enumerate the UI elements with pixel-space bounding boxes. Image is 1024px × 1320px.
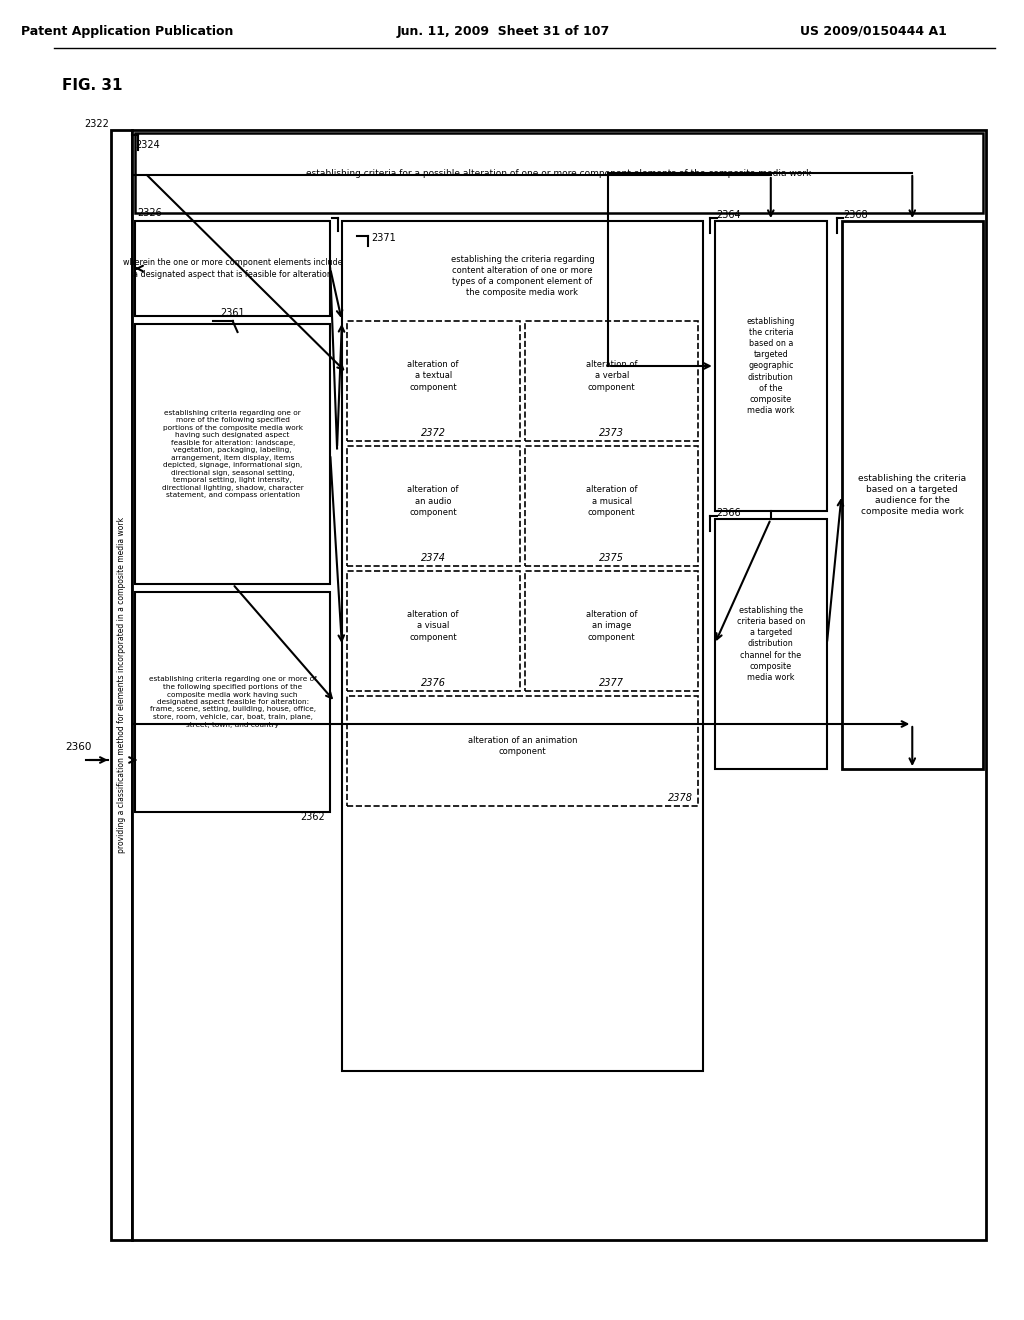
Text: 2378: 2378 xyxy=(669,793,693,803)
Text: 2374: 2374 xyxy=(421,553,445,564)
Text: US 2009/0150444 A1: US 2009/0150444 A1 xyxy=(801,25,947,38)
Text: 2324: 2324 xyxy=(135,140,160,150)
Bar xyxy=(132,129,986,1239)
Bar xyxy=(135,133,983,213)
Bar xyxy=(525,321,698,441)
Text: establishing criteria for a possible alteration of one or more component element: establishing criteria for a possible alt… xyxy=(306,169,812,177)
Text: alteration of
an audio
component: alteration of an audio component xyxy=(408,486,459,516)
Bar xyxy=(715,519,827,770)
Text: Jun. 11, 2009  Sheet 31 of 107: Jun. 11, 2009 Sheet 31 of 107 xyxy=(396,25,609,38)
Text: alteration of an animation
component: alteration of an animation component xyxy=(468,737,578,756)
Text: 2322: 2322 xyxy=(84,119,109,129)
Text: 2372: 2372 xyxy=(421,428,445,438)
Bar xyxy=(347,321,519,441)
Text: alteration of
a musical
component: alteration of a musical component xyxy=(586,486,638,516)
Text: 2360: 2360 xyxy=(66,742,92,752)
Text: providing a classification method for elements incorporated in a composite media: providing a classification method for el… xyxy=(117,517,126,853)
Text: establishing criteria regarding one or more of
the following specified portions : establishing criteria regarding one or m… xyxy=(148,676,316,727)
Text: establishing
the criteria
based on a
targeted
geographic
distribution
of the
com: establishing the criteria based on a tar… xyxy=(746,317,795,414)
Text: 2326: 2326 xyxy=(137,209,162,218)
Text: 2364: 2364 xyxy=(717,210,741,220)
Text: alteration of
a verbal
component: alteration of a verbal component xyxy=(586,360,638,392)
Text: 2376: 2376 xyxy=(421,678,445,688)
Bar xyxy=(111,129,132,1239)
Bar xyxy=(715,220,827,511)
Text: 2371: 2371 xyxy=(372,234,396,243)
Bar xyxy=(525,572,698,690)
Text: alteration of
an image
component: alteration of an image component xyxy=(586,610,638,642)
Text: establishing the
criteria based on
a targeted
distribution
channel for the
compo: establishing the criteria based on a tar… xyxy=(736,606,805,682)
Text: establishing criteria regarding one or
more of the following specified
portions : establishing criteria regarding one or m… xyxy=(162,409,303,498)
Bar xyxy=(347,572,519,690)
Text: establishing the criteria
based on a targeted
audience for the
composite media w: establishing the criteria based on a tar… xyxy=(858,474,967,516)
Bar xyxy=(342,220,702,1071)
Bar xyxy=(135,220,330,315)
Bar xyxy=(347,696,698,807)
Text: 2366: 2366 xyxy=(717,508,741,517)
Text: wherein the one or more component elements include
a designated aspect that is f: wherein the one or more component elemen… xyxy=(123,259,342,279)
Text: alteration of
a textual
component: alteration of a textual component xyxy=(408,360,459,392)
Text: 2361: 2361 xyxy=(220,308,245,318)
Text: 2373: 2373 xyxy=(599,428,625,438)
Text: Patent Application Publication: Patent Application Publication xyxy=(22,25,233,38)
Bar xyxy=(842,220,983,770)
Text: 2375: 2375 xyxy=(599,553,625,564)
Text: 2368: 2368 xyxy=(844,210,868,220)
Bar xyxy=(135,323,330,583)
Text: establishing the criteria regarding
content alteration of one or more
types of a: establishing the criteria regarding cont… xyxy=(451,255,594,297)
Text: FIG. 31: FIG. 31 xyxy=(61,78,123,92)
Text: 2377: 2377 xyxy=(599,678,625,688)
Bar xyxy=(135,591,330,812)
Bar xyxy=(525,446,698,566)
Text: 2362: 2362 xyxy=(301,812,326,822)
Bar xyxy=(347,446,519,566)
Text: alteration of
a visual
component: alteration of a visual component xyxy=(408,610,459,642)
